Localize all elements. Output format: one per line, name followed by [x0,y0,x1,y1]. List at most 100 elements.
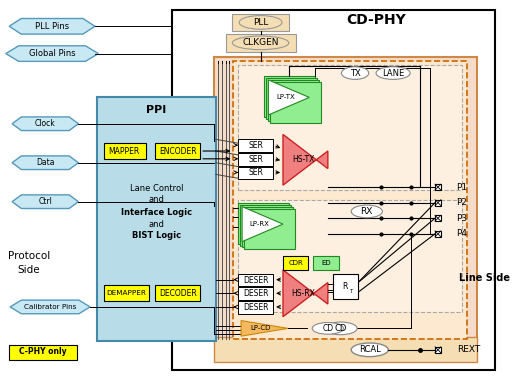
Text: DESER: DESER [243,289,268,298]
Polygon shape [12,195,78,209]
Text: and: and [149,195,164,204]
Text: DESER: DESER [243,303,268,312]
Ellipse shape [232,36,289,50]
Text: Data: Data [36,158,54,167]
Bar [242,207,293,247]
Text: CD: CD [322,324,334,333]
Text: REXT: REXT [457,345,481,354]
Text: ENCODER: ENCODER [159,147,196,155]
Text: SER: SER [248,168,263,177]
Bar [266,78,317,119]
Bar [238,153,273,166]
Text: Ctrl: Ctrl [39,197,52,206]
Text: SER: SER [248,141,263,150]
Text: P3: P3 [456,214,467,223]
Text: P1: P1 [456,182,467,192]
Bar [333,274,358,299]
Bar [435,184,441,190]
Bar [226,34,296,52]
Text: PLL: PLL [253,18,268,27]
Text: HS-TX: HS-TX [292,155,315,164]
Text: Lane Control: Lane Control [130,184,183,193]
Polygon shape [9,19,95,34]
Text: Line Side: Line Side [459,273,510,283]
Polygon shape [6,46,98,62]
Text: Calibrator Pins: Calibrator Pins [24,304,76,310]
Polygon shape [242,207,283,242]
Bar [104,143,145,159]
Ellipse shape [324,322,357,335]
Polygon shape [12,117,78,131]
Bar [244,209,295,249]
Text: T: T [348,289,352,294]
Bar [265,76,315,117]
Text: PLL Pins: PLL Pins [35,22,69,31]
Polygon shape [12,156,78,169]
Bar [155,143,200,159]
Bar [238,203,289,244]
Text: C-PHY only: C-PHY only [20,347,67,356]
Ellipse shape [341,67,369,79]
Text: CDR: CDR [288,260,303,266]
Text: CD-PHY: CD-PHY [346,13,407,27]
Bar [313,256,339,270]
Text: TX: TX [350,68,360,78]
Text: ED: ED [321,260,331,266]
Bar [270,82,321,123]
Bar [172,10,495,370]
Text: DEMAPPER: DEMAPPER [106,290,146,296]
Bar [435,215,441,221]
Bar [232,14,289,31]
Text: LP-TX: LP-TX [277,94,296,100]
Bar [435,347,441,353]
Bar [9,345,78,359]
Text: HS-RX: HS-RX [291,289,316,298]
Ellipse shape [312,323,343,334]
Ellipse shape [376,67,410,79]
Polygon shape [283,270,328,317]
Bar [238,274,273,287]
Bar [238,200,462,312]
Bar [283,256,308,270]
Text: MAPPER: MAPPER [108,147,140,155]
Bar [238,139,273,152]
Bar [238,65,462,190]
Bar [240,204,291,245]
Bar [238,301,273,314]
Text: LP-RX: LP-RX [250,221,269,227]
Text: SER: SER [248,155,263,164]
Bar [435,200,441,206]
Polygon shape [241,321,288,336]
Polygon shape [10,300,90,314]
Text: Clock: Clock [35,119,56,128]
Bar [155,285,200,301]
Text: Protocol: Protocol [8,251,50,261]
Bar [214,57,477,339]
Text: Interface Logic: Interface Logic [121,208,192,217]
Bar [268,80,319,121]
Text: LANE: LANE [382,68,404,78]
Bar [214,337,477,363]
Bar [233,62,467,339]
Ellipse shape [351,343,388,357]
Text: RX: RX [361,207,373,216]
Text: RCAL: RCAL [359,345,380,354]
Text: BIST Logic: BIST Logic [132,231,181,240]
Text: P4: P4 [456,230,467,238]
Text: and: and [149,220,164,229]
Bar [435,231,441,237]
Text: CLKGEN: CLKGEN [242,38,279,48]
Bar [238,166,273,179]
Ellipse shape [351,205,382,218]
Polygon shape [283,135,328,185]
Bar [97,97,216,341]
Text: LP-CD: LP-CD [250,325,271,331]
Text: PPI: PPI [146,105,167,115]
Text: Global Pins: Global Pins [29,49,76,58]
Bar [104,285,149,301]
Bar [238,287,273,300]
Polygon shape [268,80,309,115]
Text: DECODER: DECODER [159,289,197,298]
Text: DESER: DESER [243,276,268,285]
Ellipse shape [239,16,282,29]
